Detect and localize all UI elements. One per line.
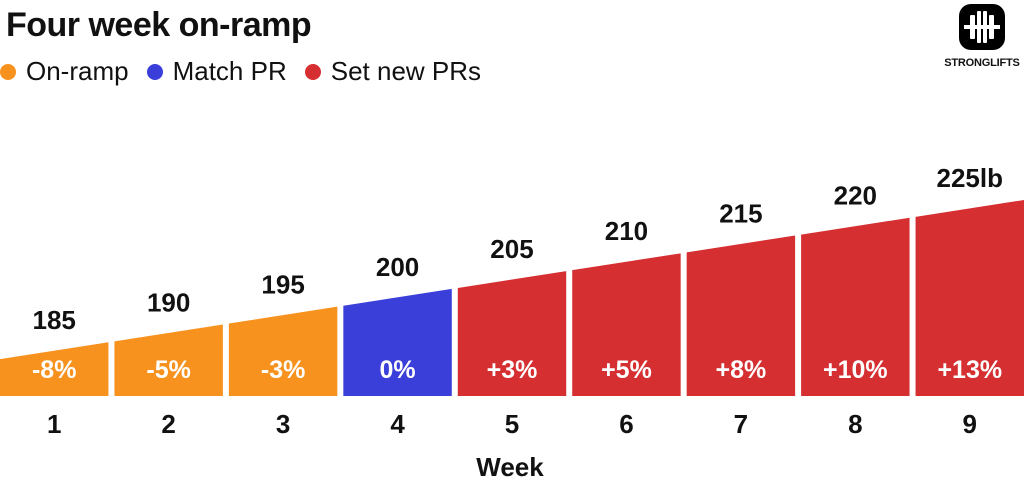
bar-week-1 — [0, 342, 109, 396]
percent-label-week-7: +8% — [716, 356, 767, 384]
legend-item-match-pr: Match PR — [146, 56, 287, 87]
x-tick-label-3: 3 — [276, 409, 290, 439]
legend-dot-set-new-prs — [304, 63, 321, 80]
value-label-week-4: 200 — [376, 252, 419, 282]
legend-dot-on-ramp — [0, 63, 16, 80]
chart-title: Four week on-ramp — [6, 6, 312, 44]
bar-week-9 — [915, 199, 1024, 396]
bar-week-3 — [228, 306, 338, 396]
legend-dot-match-pr — [146, 63, 163, 80]
x-tick-label-9: 9 — [963, 409, 977, 439]
percent-label-week-9: +13% — [937, 356, 1002, 384]
bar-week-2 — [114, 324, 223, 396]
percent-label-week-4: 0% — [379, 356, 415, 384]
legend-label-set-new-prs: Set new PRs — [330, 56, 482, 86]
barbell-icon — [959, 4, 1005, 50]
x-axis-label: Week — [476, 452, 544, 482]
x-tick-label-6: 6 — [619, 409, 633, 439]
legend-label-match-pr: Match PR — [172, 56, 287, 86]
legend-item-set-new-prs: Set new PRs — [304, 56, 482, 87]
percent-label-week-1: -8% — [32, 356, 76, 384]
value-label-week-6: 210 — [605, 216, 648, 246]
percent-label-week-6: +5% — [601, 356, 652, 384]
percent-label-week-2: -5% — [146, 356, 190, 384]
legend: On-ramp Match PR Set new PRs — [0, 56, 499, 87]
bar-week-4 — [343, 288, 452, 396]
value-label-week-5: 205 — [490, 234, 533, 264]
value-label-week-9: 225lb — [937, 163, 1004, 193]
percent-label-week-3: -3% — [261, 356, 305, 384]
bar-week-7 — [686, 235, 796, 396]
logo-text: STRONGLIFTS — [944, 57, 1020, 69]
bar-week-8 — [801, 217, 910, 396]
value-label-week-3: 195 — [261, 270, 304, 300]
value-label-week-8: 220 — [834, 181, 877, 211]
x-tick-label-8: 8 — [848, 409, 862, 439]
value-label-week-1: 185 — [33, 305, 76, 335]
x-tick-label-2: 2 — [161, 409, 175, 439]
x-tick-label-1: 1 — [47, 409, 61, 439]
legend-label-on-ramp: On-ramp — [26, 56, 129, 86]
bar-week-5 — [457, 271, 567, 396]
percent-label-week-5: +3% — [487, 356, 538, 384]
bar-week-6 — [572, 253, 681, 396]
value-label-week-7: 215 — [719, 198, 762, 228]
value-label-week-2: 190 — [147, 287, 190, 317]
x-tick-label-7: 7 — [734, 409, 748, 439]
legend-item-on-ramp: On-ramp — [0, 56, 129, 87]
stronglifts-logo: STRONGLIFTS — [940, 4, 1024, 74]
x-tick-label-4: 4 — [390, 409, 405, 439]
percent-label-week-8: +10% — [823, 356, 888, 384]
x-tick-label-5: 5 — [505, 409, 519, 439]
